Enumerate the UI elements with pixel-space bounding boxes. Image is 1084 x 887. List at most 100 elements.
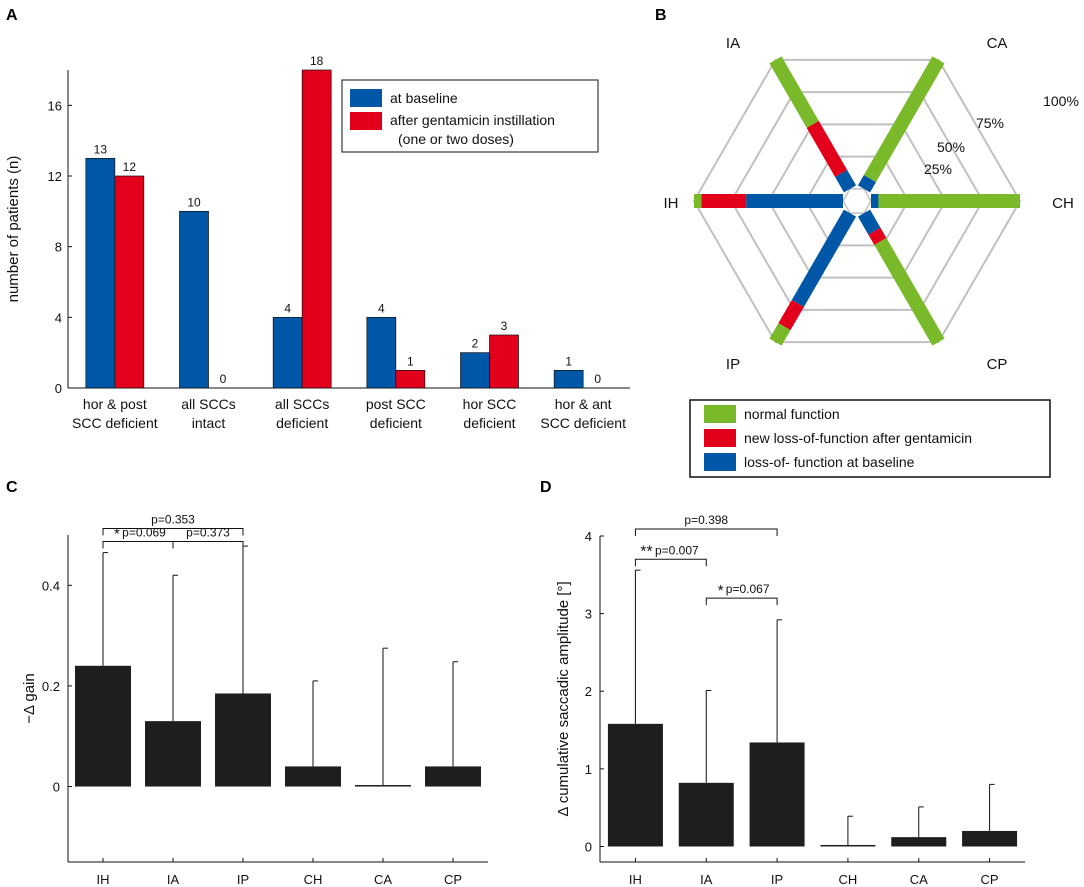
y-axis-label: −Δ gain [21,673,38,723]
y-tick-label: 1 [585,762,592,777]
significance-bracket [102,527,244,536]
y-tick-label-a: 8 [55,240,62,255]
bar [749,742,805,847]
legend-swatch-b [704,429,736,447]
radar-axis-label-ia: IA [726,35,740,52]
x-tick-label: IA [700,872,713,887]
bar-a-gentamicin [114,175,145,389]
bar-a-gentamicin [395,369,426,389]
x-tick-label: IH [629,872,642,887]
x-tick-label: IP [237,872,249,887]
y-tick-label: 0.4 [42,578,60,593]
x-tick-label: IP [771,872,783,887]
x-tick-label: CH [304,872,323,887]
bar [75,665,131,787]
x-tick-label-a: all SCCs [275,396,329,412]
y-tick-label: 3 [585,607,592,622]
legend-swatch-b [704,453,736,471]
x-tick-label-a: hor SCC [463,396,517,412]
y-tick-label-a: 16 [48,98,62,113]
radar-axis-label-ch: CH [1052,195,1074,212]
bar-a-baseline [272,316,303,389]
significance-bracket [102,541,174,549]
bar-a-baseline [85,157,116,389]
x-tick-label-a: deficient [463,415,515,431]
bar-a-baseline [460,352,490,389]
x-tick-label-a: hor & ant [555,396,612,412]
y-axis-label-a: number of patients (n) [5,156,22,303]
data-label-a: 1 [565,354,572,368]
legend-swatch-baseline [350,89,382,107]
p-value-label: p=0.069 [122,526,166,540]
radar-ring-label: 100% [1043,93,1079,109]
data-label-a: 4 [284,301,291,315]
radar-axis-label-cp: CP [987,356,1008,373]
bar-a-baseline [553,369,584,389]
radar-segment-ip-green [769,323,791,346]
panel-label-c: C [6,479,18,496]
bar [891,837,947,847]
radar-axis-label-ca: CA [987,35,1008,52]
x-tick-label: CA [374,872,392,887]
bar [285,766,341,787]
x-tick-label: IA [167,872,180,887]
legend-label-gentamicin: after gentamicin instillation [390,112,555,128]
x-tick-label-a: intact [192,415,226,431]
significance-bracket [634,558,707,567]
radar-segment-ca-green [863,56,945,183]
p-value-label: p=0.007 [655,543,699,557]
significance-star: ** [640,543,652,560]
radar-segment-ip-red [778,299,804,331]
radar-axis-label-ih: IH [664,195,679,212]
y-tick-label: 2 [585,684,592,699]
radar-axis-label-ip: IP [726,356,740,373]
bar-a-baseline [366,316,397,389]
data-label-a: 1 [407,354,414,368]
data-label-a: 13 [94,142,108,156]
panel-label-a: A [6,7,18,24]
x-tick-label: CA [910,872,928,887]
bar [607,723,663,847]
legend-label-b: loss-of- function at baseline [744,454,915,470]
x-tick-label-a: SCC deficient [540,415,626,431]
data-label-a: 18 [310,54,324,68]
p-value-label: p=0.373 [186,526,230,540]
x-tick-label-a: post SCC [366,396,426,412]
panel-label-d: D [540,479,552,496]
significance-bracket [705,597,778,606]
p-value-label: p=0.067 [726,582,770,596]
radar-ring-label: 25% [924,161,952,177]
x-tick-label-a: deficient [276,415,328,431]
bar [962,830,1018,847]
data-label-a: 10 [187,195,201,209]
data-label-a: 0 [594,372,601,386]
data-label-a: 3 [501,319,508,333]
data-label-a: 2 [472,337,479,351]
y-tick-label: 0.2 [42,679,60,694]
x-tick-label: CH [839,872,858,887]
y-tick-label: 0 [53,780,60,795]
data-label-a: 4 [378,301,385,315]
chart-b: CH CA IA IH IP CP 25% 50% 75% 100% normal function… [664,35,1079,478]
radar-segment-ia-blue [834,169,857,193]
radar-segment-ca-blue [857,175,877,193]
radar-segment-ia-green [769,56,819,128]
significance-star: * [718,582,724,599]
legend-b [689,399,1051,478]
bar [820,844,876,847]
x-tick-label: CP [981,872,999,887]
radar-segment-ia-red [806,120,848,177]
radar-segment-cp-red [868,227,887,246]
bar [215,693,271,787]
bar [678,782,734,847]
bar-a-gentamicin [489,334,519,389]
y-tick-label: 0 [585,839,592,854]
legend-label-baseline: at baseline [390,90,458,106]
legend-a [341,79,599,153]
legend-label-gentamicin-doses: (one or two doses) [398,131,514,147]
bar [145,721,201,787]
significance-star: * [114,526,120,543]
bar-a-gentamicin [301,69,332,389]
bar-a-baseline [179,210,209,389]
